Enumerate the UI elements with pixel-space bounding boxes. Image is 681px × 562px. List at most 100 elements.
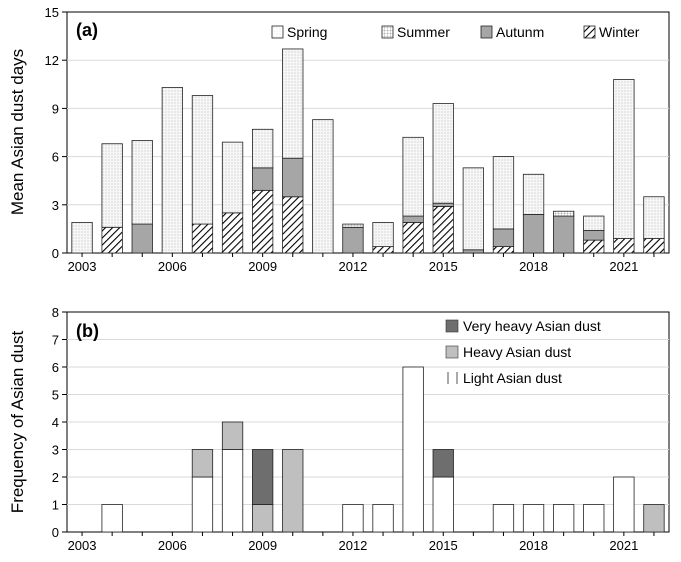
x-tick-label: 2009 [248, 538, 277, 553]
panel-a-legend: Spring Summer Autunm Winter [271, 24, 640, 40]
bar-segment-autunm [492, 228, 515, 247]
bar-segment-light-asian-dust [432, 476, 454, 533]
x-tick-label: 2003 [68, 538, 97, 553]
bar-segment-autunm [522, 214, 545, 254]
bar-segment-autunm [402, 215, 424, 223]
bar-segment-spring [643, 196, 665, 239]
panel-a-y-ticks: 0 3 6 9 12 15 [45, 5, 67, 261]
bar-segment-summer [553, 210, 575, 217]
bar-segment-winter [101, 226, 123, 254]
bar-segment-light-asian-dust [221, 449, 244, 533]
legend-swatch [271, 25, 284, 39]
y-tick-label: 15 [45, 5, 59, 20]
bar-segment-spring [282, 48, 304, 159]
legend-label: Light Asian dust [463, 370, 562, 386]
panel-a-frame [66, 11, 670, 254]
bar-segment-winter [282, 196, 304, 254]
x-tick-label: 2009 [248, 259, 277, 274]
bar-segment-autunm [252, 167, 274, 191]
x-tick-label: 2006 [158, 538, 187, 553]
bar-segment-spring [252, 128, 274, 169]
panel-b-bars [101, 366, 665, 533]
y-tick-label: 9 [52, 101, 59, 116]
panel-a: 0 3 6 9 12 15 2003 2006 2009 2012 2015 2018 2021 (a… [8, 5, 670, 274]
bar-segment-spring [462, 167, 484, 251]
bar-segment-heavy-asian-dust [191, 449, 214, 478]
panel-b-tag: (b) [76, 321, 99, 341]
panel-a-y-axis-label: Mean Asian dust days [8, 49, 27, 215]
bar-segment-heavy-asian-dust [221, 421, 244, 450]
x-tick-label: 2018 [519, 538, 548, 553]
bar-segment-light-asian-dust [342, 504, 364, 533]
panel-a-bars [71, 48, 665, 254]
bar-segment-light-asian-dust [191, 476, 214, 533]
bar-segment-spring [583, 215, 605, 231]
bar-segment-heavy-asian-dust [252, 504, 274, 533]
bar-segment-light-asian-dust [583, 504, 605, 533]
bar-segment-light-asian-dust [522, 504, 545, 533]
bar-segment-autunm [131, 223, 153, 254]
bar-segment-autunm [282, 157, 304, 198]
bar-segment-spring [432, 103, 454, 204]
bar-segment-winter [583, 239, 605, 254]
bar-segment-light-asian-dust [101, 504, 123, 533]
bar-segment-spring [492, 156, 515, 230]
x-tick-label: 2021 [609, 538, 638, 553]
bar-segment-spring [312, 119, 334, 254]
bar-segment-autunm [432, 202, 454, 207]
legend-label: Spring [287, 24, 327, 40]
y-tick-label: 12 [45, 53, 59, 68]
legend-label: Summer [397, 24, 450, 40]
legend-swatch [480, 25, 493, 39]
bar-segment-spring [71, 222, 93, 254]
x-tick-label: 2006 [158, 259, 187, 274]
legend-label: Autunm [496, 24, 544, 40]
bar-segment-spring [522, 173, 545, 215]
bar-segment-autunm [342, 226, 364, 254]
panel-a-tag: (a) [76, 20, 98, 40]
bar-segment-spring [161, 87, 183, 254]
y-tick-label: 7 [52, 333, 59, 348]
panel-b: 0 1 2 3 4 5 6 7 8 2003 2006 2009 2012 2015 2018 2021 (… [8, 305, 670, 553]
bar-segment-autunm [462, 249, 484, 254]
legend-swatch [445, 345, 459, 359]
y-tick-label: 3 [52, 198, 59, 213]
bar-segment-winter [432, 206, 454, 254]
bar-segment-autunm [553, 215, 575, 254]
y-tick-label: 0 [52, 525, 59, 540]
bar-segment-spring [191, 95, 214, 225]
x-tick-label: 2021 [609, 259, 638, 274]
bar-segment-heavy-asian-dust [282, 449, 304, 533]
bar-segment-winter [492, 246, 515, 254]
bar-segment-very-heavy-asian-dust [432, 449, 454, 478]
bar-segment-spring [131, 140, 153, 225]
panel-b-x-ticks: 2003 2006 2009 2012 2015 2018 2021 [68, 532, 655, 553]
bar-segment-spring [613, 79, 635, 239]
bar-segment-heavy-asian-dust [643, 504, 665, 533]
legend-swatch [445, 319, 459, 333]
panel-b-legend: Very heavy Asian dust Heavy Asian dust Lig… [445, 318, 601, 386]
bar-segment-winter [252, 189, 274, 254]
bar-segment-winter [221, 212, 244, 254]
panel-b-y-ticks: 0 1 2 3 4 5 6 7 8 [52, 305, 67, 540]
bar-segment-light-asian-dust [402, 366, 424, 533]
legend-swatch [381, 25, 394, 39]
bar-segment-light-asian-dust [492, 504, 515, 533]
bar-segment-light-asian-dust [372, 504, 394, 533]
x-tick-label: 2012 [338, 259, 367, 274]
bar-segment-winter [191, 223, 214, 254]
y-tick-label: 6 [52, 150, 59, 165]
panel-b-gridlines [67, 339, 669, 505]
y-tick-label: 2 [52, 470, 59, 485]
bar-segment-spring [402, 136, 424, 217]
y-tick-label: 3 [52, 443, 59, 458]
bar-segment-very-heavy-asian-dust [252, 449, 274, 505]
bar-segment-winter [372, 246, 394, 254]
bar-segment-winter [613, 238, 635, 254]
legend-label: Winter [599, 24, 640, 40]
legend-label: Very heavy Asian dust [463, 318, 601, 334]
y-tick-label: 0 [52, 246, 59, 261]
y-tick-label: 5 [52, 388, 59, 403]
bar-segment-winter [402, 222, 424, 254]
